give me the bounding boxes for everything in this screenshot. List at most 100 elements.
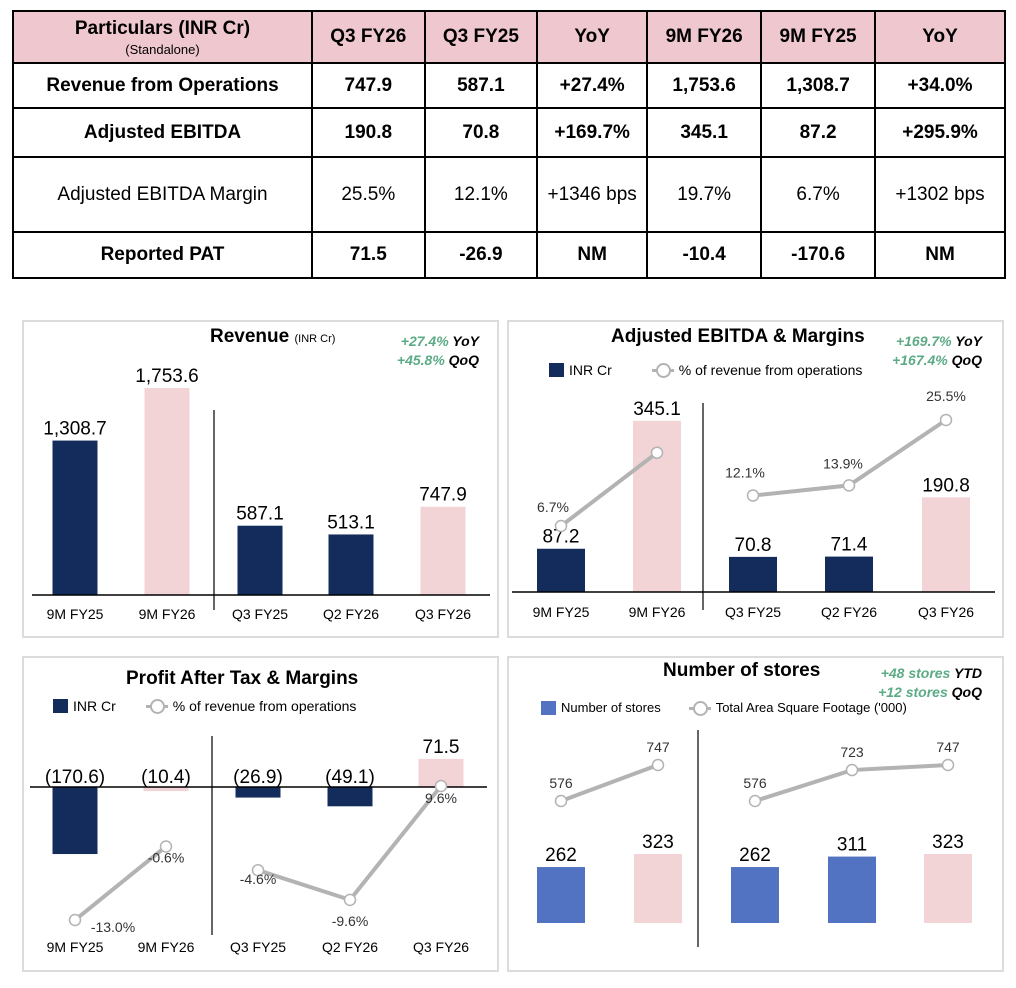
line-point bbox=[650, 446, 664, 459]
bar bbox=[825, 556, 873, 592]
note-label: YoY bbox=[452, 333, 479, 349]
financial-summary-table: Particulars (INR Cr) (Standalone) Q3 FY26… bbox=[12, 10, 1006, 279]
line-point bbox=[939, 413, 953, 427]
legend-bar-swatch-icon bbox=[549, 363, 564, 377]
note-value: +169.7% bbox=[895, 333, 952, 349]
line-point bbox=[68, 913, 82, 927]
chart-title: Number of stores bbox=[663, 660, 821, 681]
legend-label: Total Area Square Footage ('000) bbox=[715, 700, 907, 715]
x-tick-label: 9M FY25 bbox=[533, 604, 590, 620]
legend: INR Cr % of revenue from operations bbox=[549, 362, 862, 378]
bar-value-label: 1,308.7 bbox=[43, 419, 106, 440]
table-cell: NM bbox=[874, 231, 1006, 279]
bar-value-label: 311 bbox=[837, 835, 867, 856]
bar bbox=[922, 497, 970, 592]
bar-value-label: 71.4 bbox=[831, 535, 868, 556]
bar bbox=[52, 440, 98, 595]
line-series bbox=[560, 763, 659, 803]
bar bbox=[924, 854, 972, 923]
line-value-label: -0.6% bbox=[148, 849, 185, 865]
table-row: Adjusted EBITDA 190.8 70.8 +169.7% 345.1 87.2… bbox=[12, 107, 1006, 158]
chart-0: 1,308.7 1,753.6 587.1 513.1 747.9 9M FY25 9M F… bbox=[32, 366, 490, 622]
table-cell: +34.0% bbox=[874, 62, 1006, 109]
line-point bbox=[651, 758, 665, 772]
table-cell: 70.8 bbox=[423, 107, 539, 158]
line-value-label: 747 bbox=[646, 739, 670, 755]
title-unit: (INR Cr) bbox=[294, 333, 336, 345]
bar-value-label: 323 bbox=[932, 832, 964, 853]
x-tick-label: 9M FY25 bbox=[47, 939, 104, 955]
ebitda-chart-panel: Adjusted EBITDA & Margins +169.7% YoY +1… bbox=[507, 320, 1004, 638]
line-value-label: 25.5% bbox=[926, 388, 966, 404]
legend-label: INR Cr bbox=[569, 362, 612, 378]
bar bbox=[731, 867, 779, 923]
bar bbox=[327, 787, 373, 807]
bar-value-label: 323 bbox=[642, 832, 674, 853]
table-cell: -10.4 bbox=[646, 231, 763, 279]
table-cell: 1,308.7 bbox=[760, 62, 877, 109]
legend-label: % of revenue from operations bbox=[678, 362, 863, 378]
x-tick-label: Q3 FY25 bbox=[232, 606, 288, 622]
bar bbox=[143, 787, 189, 792]
chart-2: (170.6) (10.4) (26.9) (49.1) 71.5 -13.0% -0.6%… bbox=[30, 736, 487, 955]
note-value: +12 stores bbox=[878, 684, 948, 700]
x-tick-label: Q3 FY25 bbox=[725, 604, 781, 620]
header-cell: 9M FY25 bbox=[760, 10, 877, 64]
bar-value-label: (170.6) bbox=[45, 767, 105, 788]
table-cell: NM bbox=[536, 231, 649, 279]
bar bbox=[420, 506, 466, 595]
bar-value-label: 747.9 bbox=[419, 485, 467, 506]
line-point bbox=[842, 479, 856, 492]
bar-value-label: (10.4) bbox=[141, 767, 191, 788]
table-cell: 87.2 bbox=[760, 107, 877, 158]
line-point bbox=[554, 794, 568, 808]
row-label: Reported PAT bbox=[12, 231, 313, 279]
line-value-label: 747 bbox=[936, 739, 960, 755]
x-tick-label: 9M FY26 bbox=[139, 606, 196, 622]
table-row: Revenue from Operations 747.9 587.1 +27.4% 1… bbox=[12, 62, 1006, 109]
table-cell: +1302 bps bbox=[874, 156, 1006, 233]
bar bbox=[235, 787, 281, 798]
bar bbox=[634, 854, 682, 923]
note-label: QoQ bbox=[951, 684, 982, 700]
note-value: +27.4% bbox=[400, 333, 449, 349]
x-tick-label: Q2 FY26 bbox=[322, 939, 378, 955]
line-value-label: 9.6% bbox=[425, 790, 457, 806]
bar-value-label: 190.8 bbox=[922, 475, 970, 496]
table-row: Reported PAT 71.5 -26.9 NM -10.4 -170.6 NM bbox=[12, 231, 1006, 279]
bar bbox=[328, 534, 374, 595]
bar-value-label: 587.1 bbox=[236, 504, 284, 525]
line-value-label: -4.6% bbox=[240, 871, 277, 887]
line-value-label: 6.7% bbox=[537, 499, 569, 515]
legend: Number of stores Total Area Square Foota… bbox=[541, 700, 907, 716]
table-cell: +1346 bps bbox=[536, 156, 649, 233]
note-label: QoQ bbox=[951, 352, 982, 368]
bar-value-label: (26.9) bbox=[233, 767, 283, 788]
stores-chart-panel: Number of stores +48 stores YTD +12 stor… bbox=[507, 656, 1004, 972]
table-cell: +295.9% bbox=[874, 107, 1006, 158]
table-cell: +27.4% bbox=[536, 62, 649, 109]
header-cell: YoY bbox=[536, 10, 649, 64]
pat-chart-panel: Profit After Tax & Margins INR Cr % of r… bbox=[22, 656, 499, 972]
table-cell: 345.1 bbox=[646, 107, 763, 158]
line-value-label: 576 bbox=[549, 775, 573, 791]
table-cell: +169.7% bbox=[536, 107, 649, 158]
line-point bbox=[159, 840, 173, 853]
line-value-label: -13.0% bbox=[91, 919, 135, 935]
legend-label: Number of stores bbox=[561, 700, 661, 715]
header-subtitle: (Standalone) bbox=[125, 41, 200, 57]
revenue-chart-panel: Revenue (INR Cr) +27.4% YoY +45.8% QoQ bbox=[22, 320, 499, 638]
legend-line-marker-icon bbox=[651, 363, 674, 378]
bar bbox=[537, 548, 585, 592]
line-value-label: 12.1% bbox=[725, 465, 765, 481]
chart-title: Adjusted EBITDA & Margins bbox=[611, 326, 865, 347]
table-cell: -170.6 bbox=[760, 231, 877, 279]
row-label: Adjusted EBITDA bbox=[12, 107, 313, 158]
line-point bbox=[554, 519, 568, 533]
line-value-label: 576 bbox=[743, 775, 767, 791]
line-point bbox=[941, 758, 955, 772]
bar-value-label: 345.1 bbox=[633, 399, 681, 420]
table-cell: 71.5 bbox=[311, 231, 426, 279]
bar-value-label: 262 bbox=[739, 845, 771, 866]
